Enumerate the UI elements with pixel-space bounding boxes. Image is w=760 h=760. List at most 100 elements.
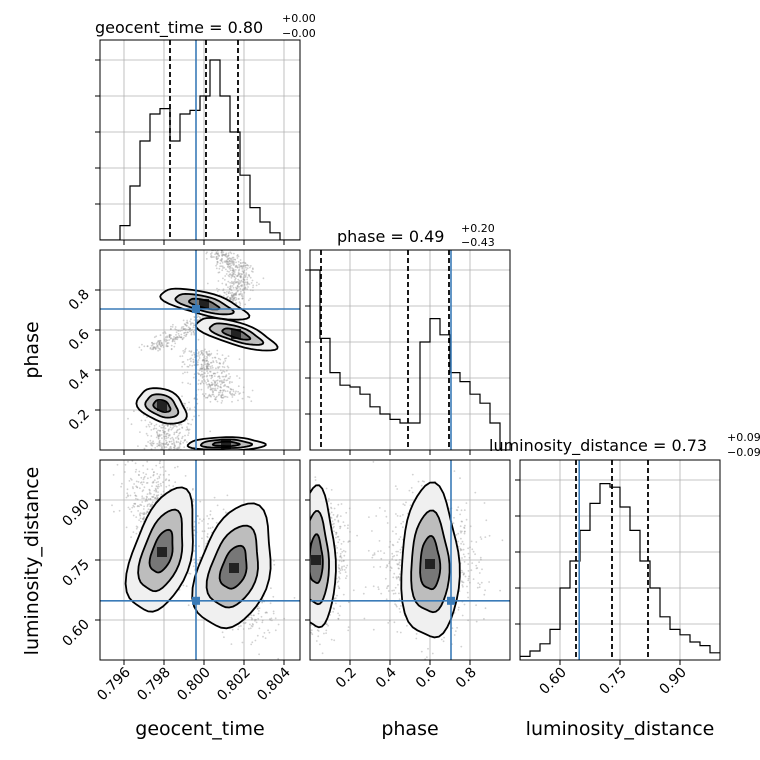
sample-point <box>215 267 218 270</box>
sample-point <box>168 433 171 436</box>
title-geocent-time: geocent_time = 0.80 +0.00 −0.00 <box>95 12 316 40</box>
sample-point <box>158 440 161 443</box>
sample-point <box>220 259 223 262</box>
sample-point <box>263 632 266 634</box>
sample-point <box>177 441 180 443</box>
sample-point <box>248 396 251 399</box>
sample-point <box>326 623 328 626</box>
sample-point <box>191 451 193 453</box>
sample-point <box>177 437 180 440</box>
sample-point <box>460 569 463 572</box>
sample-point <box>199 375 202 377</box>
sample-point <box>345 577 347 580</box>
sample-point <box>228 382 231 384</box>
sample-point <box>337 580 340 583</box>
sample-point <box>248 275 251 278</box>
sample-point <box>168 479 171 482</box>
sample-point <box>185 333 188 336</box>
sample-point <box>386 585 389 588</box>
sample-point <box>463 603 466 606</box>
sample-point <box>201 376 204 379</box>
sample-point <box>247 264 250 267</box>
sample-point <box>333 525 335 528</box>
sample-point <box>394 603 396 605</box>
sample-point <box>325 487 328 490</box>
sample-point <box>459 549 462 552</box>
sample-point <box>240 265 242 267</box>
sample-point <box>178 447 181 450</box>
sample-point <box>173 444 176 446</box>
sample-point <box>323 632 325 635</box>
sample-point <box>149 489 151 492</box>
sample-point <box>243 291 246 294</box>
sample-point <box>193 319 196 321</box>
sample-point <box>342 521 345 523</box>
sample-point <box>399 579 401 582</box>
sample-point <box>227 258 230 261</box>
sample-point <box>159 334 162 337</box>
sample-point <box>467 547 469 550</box>
sample-point <box>198 357 201 359</box>
sample-point <box>232 281 235 283</box>
sample-point <box>152 442 155 445</box>
sample-point <box>145 445 148 447</box>
sample-point <box>139 431 141 433</box>
sample-point <box>182 350 185 352</box>
sample-point <box>316 629 319 632</box>
sample-point <box>168 335 171 337</box>
sample-point <box>248 299 250 302</box>
sample-point <box>234 292 237 295</box>
sample-point <box>203 372 205 374</box>
sample-point <box>209 370 211 373</box>
sample-point <box>214 398 216 400</box>
sample-point <box>140 520 142 523</box>
sample-point <box>159 339 162 342</box>
sample-point <box>224 261 227 264</box>
sample-point <box>210 374 213 377</box>
sample-point <box>209 361 212 364</box>
sample-point <box>204 368 206 371</box>
sample-point <box>367 549 370 552</box>
sample-point <box>201 373 204 376</box>
sample-point <box>234 293 237 296</box>
sample-point <box>214 398 217 401</box>
sample-point <box>225 260 227 262</box>
sample-point <box>190 329 193 332</box>
sample-point <box>225 283 228 285</box>
sample-point <box>250 614 253 617</box>
sample-point <box>230 286 232 288</box>
sample-point <box>233 252 235 255</box>
sample-point <box>175 425 178 428</box>
sample-point <box>385 598 388 601</box>
sample-point <box>252 271 254 273</box>
sample-point <box>244 287 247 290</box>
sample-point <box>154 497 157 500</box>
sample-point <box>327 624 329 627</box>
sample-point <box>252 268 254 271</box>
sample-point <box>156 442 159 445</box>
x-tick-label: 0.796 <box>94 664 134 704</box>
sample-point <box>242 278 245 281</box>
sample-point <box>181 338 184 340</box>
sample-point <box>222 251 225 254</box>
sample-point <box>162 431 165 434</box>
sample-point <box>235 292 238 295</box>
sample-point <box>135 485 138 488</box>
sample-point <box>206 251 208 254</box>
sample-point <box>340 556 343 559</box>
sample-point <box>347 629 350 632</box>
sample-point <box>400 546 403 549</box>
sample-point <box>132 487 135 490</box>
sample-point <box>398 592 400 595</box>
sample-point <box>242 288 244 291</box>
sample-point <box>175 331 178 334</box>
sample-point <box>205 365 208 368</box>
sample-point <box>239 304 242 306</box>
sample-point <box>212 360 215 362</box>
sample-point <box>219 383 222 386</box>
sample-point <box>189 320 192 323</box>
sample-point <box>181 326 184 328</box>
sample-point <box>246 282 249 285</box>
sample-point <box>214 382 217 385</box>
